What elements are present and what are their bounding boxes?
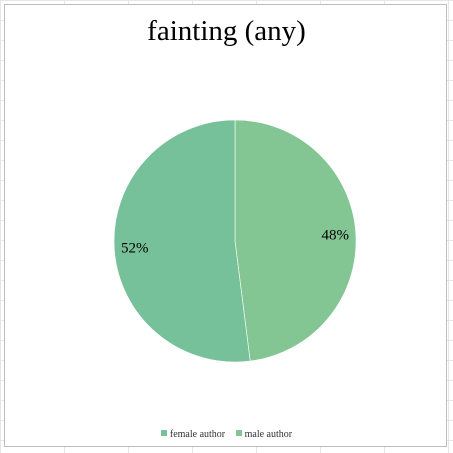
pie-label-male-author: 48% bbox=[321, 228, 349, 244]
pie-label-female-author: 52% bbox=[121, 240, 149, 256]
chart-legend: female author male author bbox=[5, 429, 448, 440]
legend-label-male-author: male author bbox=[244, 429, 293, 440]
chart-title: fainting (any) bbox=[147, 15, 306, 47]
legend-swatch-female-author bbox=[160, 430, 167, 436]
legend-item-male-author: male author bbox=[235, 429, 293, 440]
chart-area[interactable]: fainting (any) 48% 52% female author male… bbox=[4, 4, 447, 447]
legend-item-female-author: female author bbox=[160, 429, 226, 440]
pie-chart: 48% 52% bbox=[113, 119, 357, 363]
pie-slice-female-author[interactable] bbox=[113, 119, 251, 363]
legend-swatch-male-author bbox=[235, 430, 242, 436]
pie-slice-male-author[interactable] bbox=[234, 119, 357, 362]
legend-label-female-author: female author bbox=[169, 429, 226, 440]
